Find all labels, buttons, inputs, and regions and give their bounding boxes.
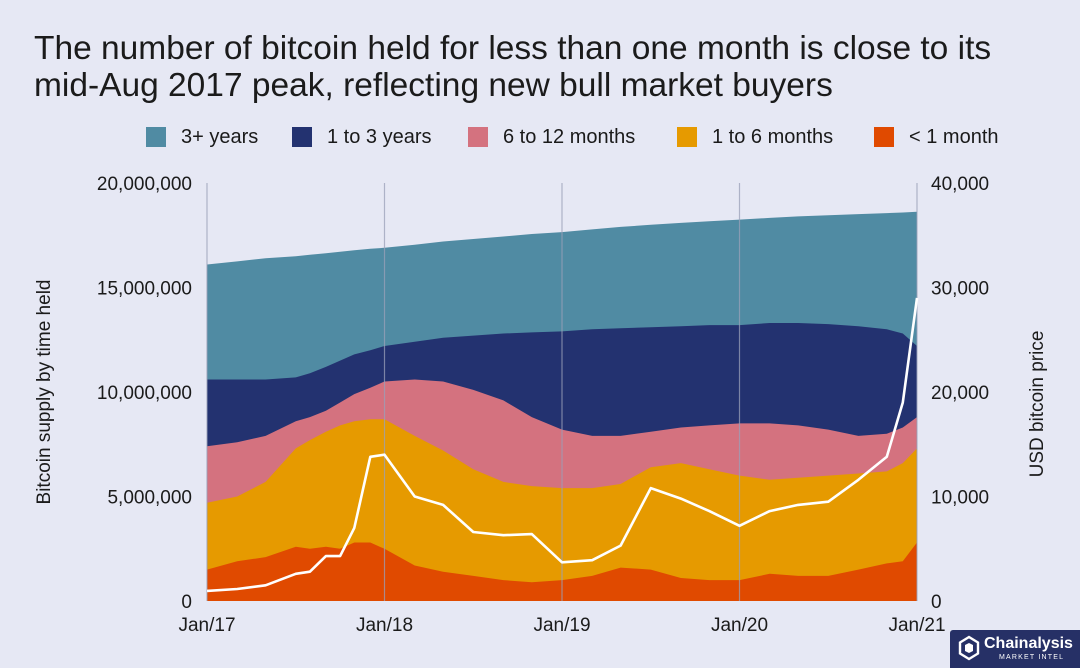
- legend-swatch-6-to-12-months: [468, 127, 488, 147]
- logo-subtitle: MARKET INTEL: [999, 654, 1065, 661]
- y-axis-title: Bitcoin supply by time held: [34, 280, 55, 505]
- chart-legend: 3+ years 1 to 3 years 6 to 12 months 1 t…: [0, 126, 1080, 148]
- x-tick-label: Jan/18: [356, 615, 413, 636]
- legend-label-1-to-6-months: 1 to 6 months: [712, 126, 834, 148]
- y2-tick-label: 20,000: [931, 383, 989, 404]
- chainalysis-logo: Chainalysis MARKET INTEL: [950, 630, 1080, 668]
- legend-label-less-than-1-month: < 1 month: [909, 126, 999, 148]
- y2-axis-title: USD bitcoin price: [1027, 331, 1048, 478]
- legend-swatch-1-to-6-months: [677, 127, 697, 147]
- y2-tick-label: 10,000: [931, 488, 989, 509]
- x-tick-label: Jan/20: [711, 615, 768, 636]
- x-tick-label: Jan/21: [888, 615, 945, 636]
- y-tick-label: 20,000,000: [97, 174, 192, 195]
- y-tick-label: 10,000,000: [97, 383, 192, 404]
- legend-swatch-less-than-1-month: [874, 127, 894, 147]
- y-tick-label: 0: [181, 592, 192, 613]
- y2-tick-label: 30,000: [931, 279, 989, 300]
- legend-swatch-3plus-years: [146, 127, 166, 147]
- x-tick-label: Jan/17: [178, 615, 235, 636]
- y-tick-label: 5,000,000: [107, 488, 192, 509]
- x-tick-label: Jan/19: [533, 615, 590, 636]
- y2-tick-label: 0: [931, 592, 942, 613]
- price-line: [206, 297, 919, 593]
- y-tick-label: 15,000,000: [97, 279, 192, 300]
- legend-label-1-to-3-years: 1 to 3 years: [327, 126, 432, 148]
- chart-title: The number of bitcoin held for less than…: [34, 30, 992, 104]
- y2-tick-label: 40,000: [931, 174, 989, 195]
- legend-swatch-1-to-3-years: [292, 127, 312, 147]
- chainalysis-logo-icon: [958, 635, 980, 661]
- legend-label-3plus-years: 3+ years: [181, 126, 259, 148]
- logo-name: Chainalysis: [984, 635, 1073, 652]
- legend-label-6-to-12-months: 6 to 12 months: [503, 126, 636, 148]
